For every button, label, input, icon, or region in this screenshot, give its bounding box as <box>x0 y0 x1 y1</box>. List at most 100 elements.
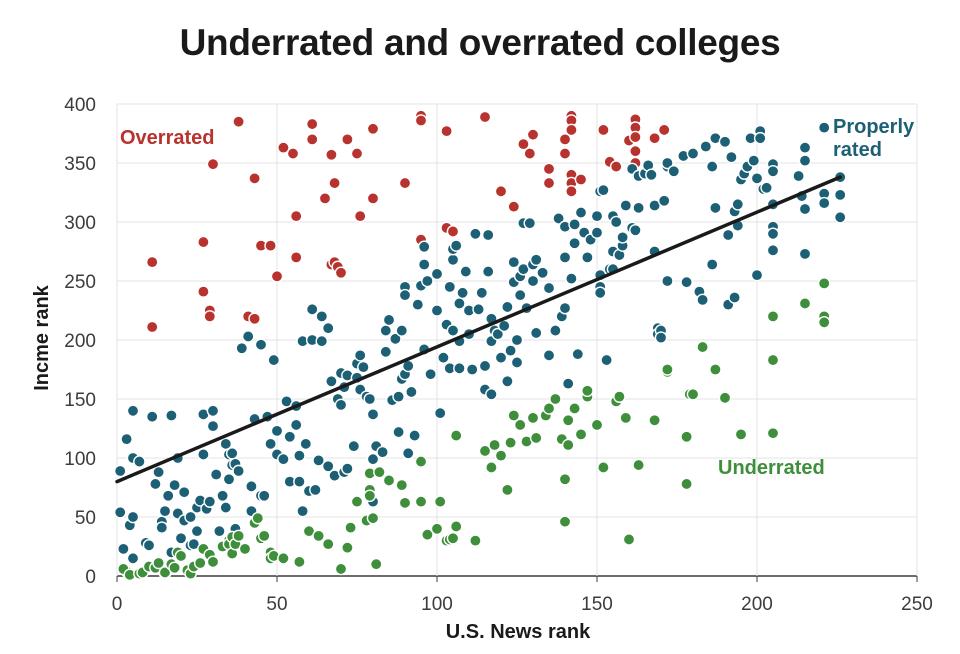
data-point <box>709 201 722 215</box>
data-point <box>481 265 495 278</box>
data-point <box>542 402 556 415</box>
data-point <box>126 404 140 418</box>
data-point <box>328 176 341 190</box>
data-point <box>513 288 527 302</box>
data-point <box>257 529 271 543</box>
data-point <box>581 251 594 264</box>
annotation-overrated: Overrated <box>120 127 215 149</box>
data-point <box>616 231 629 244</box>
data-point <box>817 315 831 329</box>
data-point <box>597 461 610 474</box>
data-point <box>347 439 361 453</box>
data-point <box>341 133 354 146</box>
data-point <box>798 297 812 310</box>
data-point <box>430 522 444 536</box>
data-point <box>248 312 261 326</box>
data-point <box>558 515 572 529</box>
data-point <box>686 387 700 401</box>
y-tick-label: 300 <box>64 213 96 234</box>
data-point <box>344 521 357 534</box>
data-point <box>661 156 674 170</box>
data-point <box>421 528 434 542</box>
data-point <box>574 173 588 186</box>
data-point <box>501 483 514 497</box>
data-point <box>126 552 140 565</box>
data-point <box>792 169 805 183</box>
data-point <box>149 477 162 491</box>
data-point <box>619 199 633 212</box>
data-point <box>152 556 165 570</box>
data-point <box>251 511 265 525</box>
data-point <box>283 430 297 444</box>
data-point <box>645 168 658 182</box>
data-point <box>379 324 393 337</box>
data-point <box>654 331 668 344</box>
data-point <box>513 418 527 432</box>
data-point <box>241 330 255 343</box>
y-axis-label: Incme rank <box>31 284 53 390</box>
data-point <box>222 472 236 486</box>
data-point <box>321 537 335 551</box>
data-point <box>353 209 367 223</box>
data-point <box>446 531 460 545</box>
data-point <box>817 277 831 290</box>
data-point <box>472 303 485 316</box>
data-point <box>491 327 505 341</box>
data-point <box>494 351 508 365</box>
chart-title: Underrated and overrated colleges <box>179 22 781 63</box>
data-point <box>366 511 380 525</box>
data-point <box>341 462 354 475</box>
data-point <box>629 223 642 237</box>
data-point <box>286 147 300 160</box>
data-point <box>561 413 575 427</box>
data-point <box>510 356 524 369</box>
data-point <box>177 485 191 499</box>
data-point <box>437 351 450 365</box>
data-point <box>568 402 581 415</box>
data-point <box>478 444 492 458</box>
data-point <box>478 110 492 124</box>
data-point <box>305 303 319 316</box>
data-point <box>161 489 175 503</box>
data-point <box>145 320 159 334</box>
data-point <box>817 121 831 134</box>
data-point <box>341 541 354 554</box>
data-point <box>430 267 444 281</box>
data-point <box>145 255 159 269</box>
data-point <box>168 561 181 575</box>
data-point <box>558 251 572 264</box>
data-point <box>382 474 396 487</box>
data-point <box>561 377 575 390</box>
data-point <box>264 437 277 451</box>
data-point <box>363 392 377 406</box>
data-point <box>798 202 812 216</box>
data-point <box>597 123 610 137</box>
data-point <box>568 236 581 250</box>
data-point <box>312 454 325 467</box>
data-point <box>456 286 469 300</box>
data-point <box>648 413 661 427</box>
data-point <box>443 280 457 294</box>
data-point <box>312 529 325 543</box>
data-point <box>405 385 418 399</box>
data-point <box>203 310 217 323</box>
data-point <box>507 255 521 269</box>
data-point <box>379 345 393 359</box>
data-point <box>376 445 389 459</box>
data-point <box>293 475 306 488</box>
data-point <box>398 176 412 190</box>
data-point <box>699 140 713 153</box>
x-axis-ticks: 0 50 100 150 200 250 <box>112 576 933 615</box>
data-point <box>542 349 556 362</box>
data-point <box>145 410 159 424</box>
data-point <box>155 521 169 534</box>
data-point <box>270 269 284 283</box>
data-point <box>213 524 226 538</box>
data-point <box>206 157 220 171</box>
data-point <box>421 274 434 288</box>
data-point <box>558 147 572 160</box>
data-point <box>305 133 319 146</box>
data-point <box>353 349 367 362</box>
y-tick-label: 100 <box>64 449 96 470</box>
y-tick-label: 250 <box>64 272 96 293</box>
